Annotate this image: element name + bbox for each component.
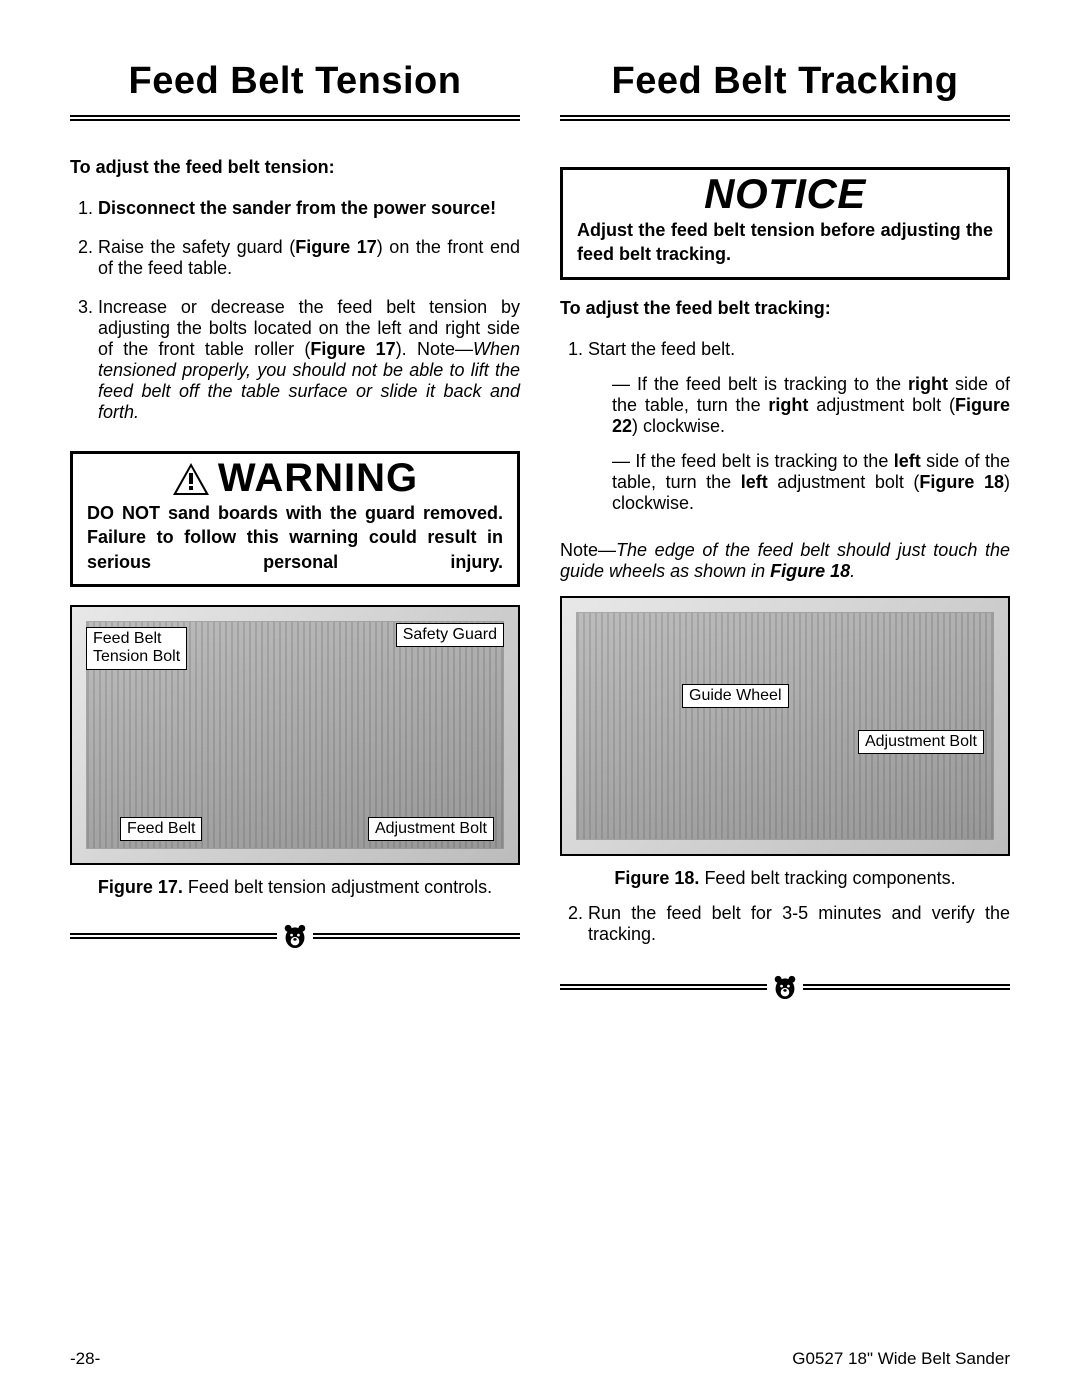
figure-17-caption-rest: Feed belt tension adjustment controls. [183,877,492,897]
left-title-divider [70,115,520,121]
right-title: Feed Belt Tracking [560,60,1010,103]
left-step-1: Disconnect the sander from the power sou… [98,198,520,219]
left-steps: Disconnect the sander from the power sou… [70,198,520,441]
figure-18: Guide Wheel Adjustment Bolt [560,596,1010,856]
callout-guide-wheel: Guide Wheel [682,684,789,708]
callout-feed-belt: Feed Belt [120,817,202,841]
notice-box: NOTICE Adjust the feed belt tension befo… [560,167,1010,280]
right-end-divider [560,969,1010,1005]
notice-label: NOTICE [575,170,995,218]
right-step-1-text: Start the feed belt. [588,339,735,359]
page-footer: -28- G0527 18" Wide Belt Sander [70,1349,1010,1369]
product-name: G0527 18" Wide Belt Sander [792,1349,1010,1369]
left-end-divider [70,918,520,954]
right-sublist: If the feed belt is tracking to the righ… [588,374,1010,514]
figure-17-caption-bold: Figure 17. [98,877,183,897]
warning-header: WARNING [85,454,505,501]
figure-17-caption: Figure 17. Feed belt tension adjustment … [70,877,520,898]
figure-18-photo-placeholder [576,612,994,840]
right-step-2: Run the feed belt for 3-5 minutes and ve… [588,903,1010,945]
warning-body: DO NOT sand boards with the guard remove… [85,501,505,574]
left-step-2-body: Raise the safety guard (Figure 17) on th… [98,237,520,279]
figure-18-caption-rest: Feed belt tracking components. [699,868,955,888]
warning-label: WARNING [218,456,418,501]
bear-icon [277,918,313,954]
right-title-divider [560,115,1010,121]
figure-18-caption-bold: Figure 18. [614,868,699,888]
right-intro: To adjust the feed belt tracking: [560,298,1010,319]
page-number: -28- [70,1349,100,1369]
right-step-2-text: Run the feed belt for 3-5 minutes and ve… [588,903,1010,944]
left-step-3-body: Increase or decrease the feed belt tensi… [98,297,520,423]
left-step-3: Increase or decrease the feed belt tensi… [98,297,520,423]
left-intro: To adjust the feed belt tension: [70,157,520,178]
bear-icon [767,969,803,1005]
right-column: Feed Belt Tracking NOTICE Adjust the fee… [560,60,1010,1297]
left-step-2: Raise the safety guard (Figure 17) on th… [98,237,520,279]
right-sub-1: If the feed belt is tracking to the righ… [612,374,1010,437]
callout-safety-guard: Safety Guard [396,623,504,647]
warning-box: WARNING DO NOT sand boards with the guar… [70,451,520,587]
figure-18-caption: Figure 18. Feed belt tracking components… [560,868,1010,889]
left-step-1-body: Disconnect the sander from the power sou… [98,198,520,219]
callout-adjustment-bolt-18: Adjustment Bolt [858,730,984,754]
left-column: Feed Belt Tension To adjust the feed bel… [70,60,520,1297]
callout-adjustment-bolt-17: Adjustment Bolt [368,817,494,841]
right-step-1: Start the feed belt. If the feed belt is… [588,339,1010,514]
right-steps-2: Run the feed belt for 3-5 minutes and ve… [560,903,1010,963]
notice-body: Adjust the feed belt tension before adju… [575,218,995,267]
left-title: Feed Belt Tension [70,60,520,103]
warning-triangle-icon [172,462,210,496]
right-note: Note—The edge of the feed belt should ju… [560,540,1010,582]
right-steps: Start the feed belt. If the feed belt is… [560,339,1010,532]
right-sub-2: If the feed belt is tracking to the left… [612,451,1010,514]
figure-17: Feed Belt Tension Bolt Safety Guard Feed… [70,605,520,865]
page-body: Feed Belt Tension To adjust the feed bel… [0,0,1080,1337]
callout-tension-bolt: Feed Belt Tension Bolt [86,627,187,670]
